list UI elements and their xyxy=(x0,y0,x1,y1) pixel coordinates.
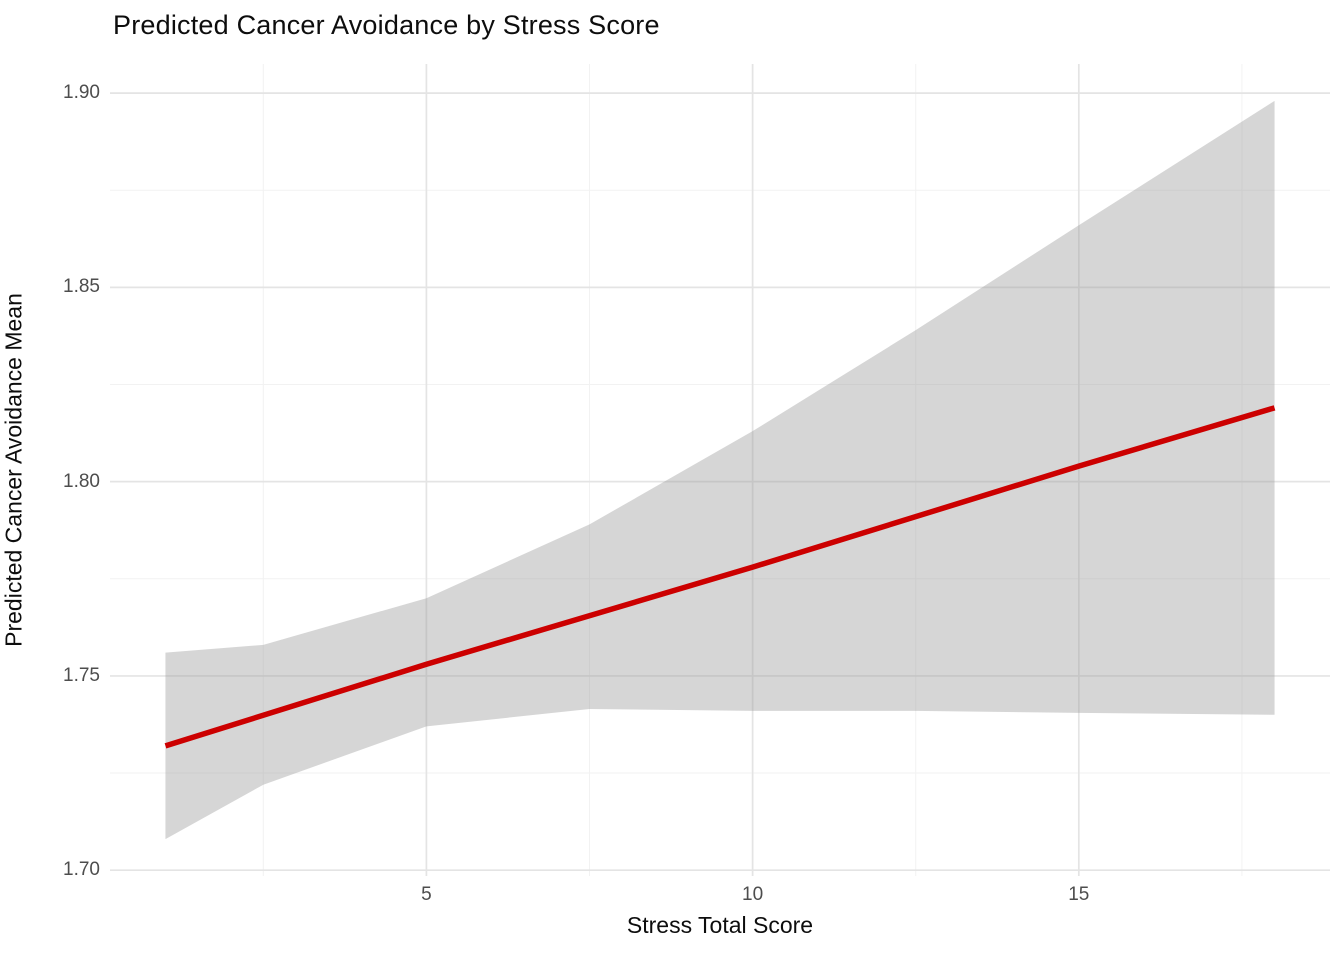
y-tick-label: 1.70 xyxy=(63,859,100,881)
y-tick-label: 1.75 xyxy=(63,664,100,686)
y-tick-label: 1.90 xyxy=(63,82,100,104)
confidence-band xyxy=(165,100,1275,840)
x-tick-label: 10 xyxy=(742,884,764,905)
x-tick-label: 5 xyxy=(421,884,432,905)
y-axis-title: Predicted Cancer Avoidance Mean xyxy=(0,293,27,647)
x-axis-title: Stress Total Score xyxy=(626,912,814,938)
x-tick-label: 15 xyxy=(1068,884,1090,905)
y-tick-label: 1.85 xyxy=(63,276,100,298)
chart-title: Predicted Cancer Avoidance by Stress Sco… xyxy=(113,10,660,40)
regression-line xyxy=(164,405,1276,749)
y-tick-label: 1.80 xyxy=(63,470,100,492)
